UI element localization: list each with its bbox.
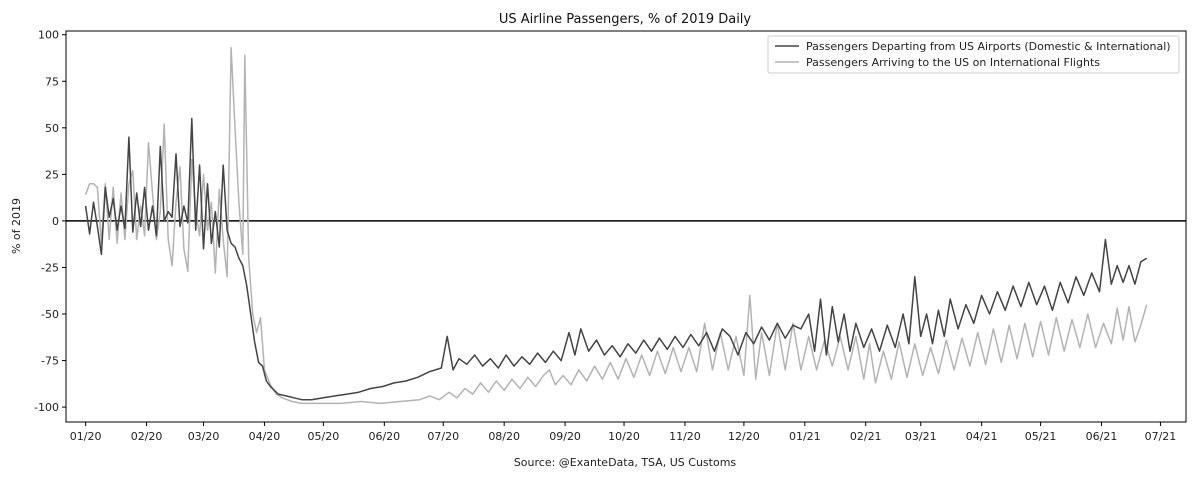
y-tick-label: 75 (45, 75, 59, 88)
y-tick-label: 50 (45, 122, 59, 135)
x-tick-label: 07/20 (427, 430, 459, 443)
y-tick-label: -100 (34, 401, 59, 414)
y-axis-label: % of 2019 (10, 198, 23, 254)
y-tick-label: -25 (41, 261, 59, 274)
plot-area-frame (65, 30, 1187, 423)
y-tick-label: -75 (41, 355, 59, 368)
x-tick-label: 05/20 (308, 430, 340, 443)
x-tick-label: 02/21 (850, 430, 882, 443)
legend-box (767, 35, 1180, 74)
x-tick-label: 03/21 (905, 430, 937, 443)
y-axis: 100 75 50 25 0 -25 -50 -75 -100 (34, 29, 66, 414)
chart-title: US Airline Passengers, % of 2019 Daily (499, 12, 752, 27)
x-tick-label: 09/20 (549, 430, 581, 443)
legend-label-arriving: Passengers Arriving to the US on Interna… (806, 56, 1100, 69)
x-tick-label: 07/21 (1145, 430, 1177, 443)
x-tick-label: 01/21 (789, 430, 821, 443)
y-tick-label: 100 (38, 29, 59, 42)
y-tick-label: 25 (45, 168, 59, 181)
x-tick-label: 12/20 (728, 430, 760, 443)
series-layer (84, 47, 1148, 405)
x-tick-label: 03/20 (188, 430, 220, 443)
x-tick-label: 05/21 (1025, 430, 1057, 443)
series-line-arriving (84, 47, 1148, 405)
x-axis-label: Source: @ExanteData, TSA, US Customs (514, 456, 737, 469)
x-tick-label: 04/21 (966, 430, 998, 443)
x-tick-label: 11/20 (669, 430, 701, 443)
x-tick-label: 04/20 (249, 430, 281, 443)
x-tick-label: 08/20 (488, 430, 520, 443)
x-axis: 01/20 02/20 03/20 04/20 05/20 06/20 07/20 08/20… (70, 422, 1177, 443)
x-tick-label: 06/20 (368, 430, 400, 443)
x-tick-label: 10/20 (608, 430, 640, 443)
y-tick-label: 0 (52, 215, 59, 228)
legend: Passengers Departing from US Airports (D… (767, 35, 1180, 74)
y-tick-label: -50 (41, 308, 59, 321)
legend-label-departing: Passengers Departing from US Airports (D… (806, 40, 1171, 53)
x-tick-label: 02/20 (131, 430, 163, 443)
x-tick-label: 01/20 (70, 430, 102, 443)
x-tick-label: 06/21 (1086, 430, 1118, 443)
series-line-departing (84, 117, 1148, 401)
